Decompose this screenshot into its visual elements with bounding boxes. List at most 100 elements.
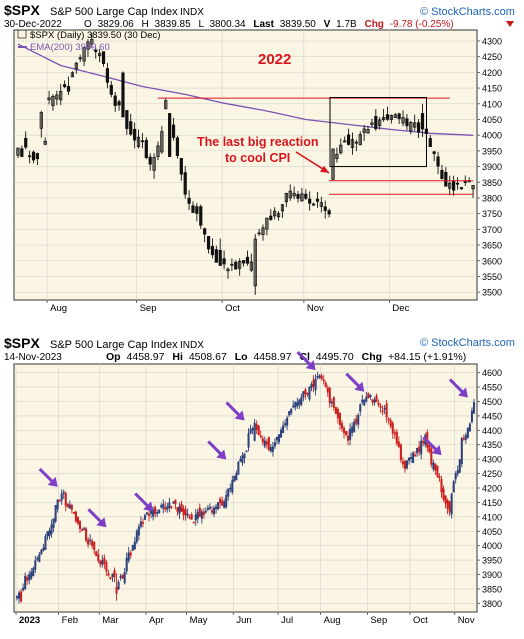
top-open-label: O <box>84 19 92 30</box>
candle-body <box>56 499 59 510</box>
candle-body <box>339 144 343 154</box>
candle-body <box>434 463 437 471</box>
candle-body <box>355 418 358 424</box>
candle-body <box>456 470 459 475</box>
candle-body <box>117 581 120 590</box>
candle-body <box>20 148 24 157</box>
y-tick-label: 3550 <box>482 272 502 282</box>
candle-body <box>286 417 289 426</box>
top-y-axis: 3500 3550 3600 3650 3700 3750 3800 3850 3900 3950… <box>477 36 502 298</box>
y-tick-label: 3750 <box>482 209 502 219</box>
y-tick-label: 3800 <box>482 193 502 203</box>
candle-body <box>436 156 440 167</box>
candle-body <box>292 192 296 197</box>
bottom-close-value: 4495.70 <box>316 351 354 363</box>
candle-body <box>182 508 185 515</box>
y-tick-label: 4400 <box>482 426 502 436</box>
y-tick-label: 3800 <box>482 599 502 609</box>
top-exchange: INDX <box>180 7 204 18</box>
candle-body <box>158 509 161 513</box>
candle-body <box>179 157 183 175</box>
candle-body <box>374 116 378 130</box>
y-tick-label: 4350 <box>482 440 502 450</box>
bottom-grid <box>14 364 477 612</box>
candle-body <box>273 442 276 447</box>
purple-arrow-head <box>216 449 227 460</box>
candle-body <box>204 510 207 513</box>
candle-body <box>378 119 382 126</box>
y-tick-label: 3900 <box>482 570 502 580</box>
candle-body <box>59 91 63 101</box>
candle-body <box>64 493 67 506</box>
candle-body <box>133 541 136 550</box>
y-tick-label: 3850 <box>482 178 502 188</box>
candle-body <box>44 536 47 550</box>
candle-body <box>350 139 355 148</box>
candle-body <box>135 530 138 543</box>
bottom-symbol: $SPX <box>4 335 40 351</box>
candle-body <box>273 210 277 217</box>
candle-body <box>113 570 116 578</box>
candle-body <box>261 227 265 236</box>
candle-body <box>168 502 171 509</box>
purple-arrow-head <box>143 501 154 512</box>
y-tick-label: 4500 <box>482 397 502 407</box>
candle-body <box>401 117 405 124</box>
candle-body <box>196 511 199 519</box>
candle-body <box>403 460 406 469</box>
candle-body <box>195 206 199 214</box>
candle-body <box>176 507 179 512</box>
candle-body <box>74 62 78 70</box>
candle-body <box>66 86 71 92</box>
candle-body <box>123 572 126 584</box>
candle-body <box>284 423 287 426</box>
candle-body <box>458 459 461 473</box>
candle-body <box>143 515 146 520</box>
candle-body <box>243 453 246 459</box>
candle-body <box>38 554 41 563</box>
x-tick-label: 2023 <box>19 615 40 626</box>
y-tick-label: 4150 <box>482 84 502 94</box>
top-last-value: 3839.50 <box>280 19 317 30</box>
candle-body <box>459 187 463 190</box>
top-ohlc-line: O 3829.06 H 3839.85 L 3800.34 Last 3839.… <box>84 19 454 30</box>
bottom-open-label: Op <box>106 351 121 363</box>
candle-body <box>318 375 321 378</box>
candle-body <box>70 504 73 510</box>
candle-body <box>35 153 39 160</box>
candle-body <box>353 421 356 432</box>
candle-body <box>251 428 254 431</box>
top-date: 30-Dec-2022 <box>4 19 62 30</box>
candle-body <box>186 513 189 516</box>
y-tick-label: 4000 <box>482 131 502 141</box>
top-legend: $SPX (Daily) 3839.50 (30 Dec) EMA(200) 3… <box>17 29 160 53</box>
candle-body <box>230 263 234 266</box>
bottom-change-label: Chg <box>362 351 382 363</box>
candle-body <box>267 436 270 451</box>
candle-body <box>191 205 195 213</box>
candle-body <box>206 236 211 250</box>
candle-body <box>462 437 465 440</box>
top-header: $SPX S&P 500 Large Cap Index INDX © Stoc… <box>4 2 515 30</box>
candle-body <box>292 405 295 408</box>
candle-body <box>436 465 439 477</box>
purple-arrow-head <box>234 410 245 421</box>
candle-body <box>324 382 327 388</box>
candle-body <box>86 41 90 50</box>
candle-body <box>97 554 100 562</box>
legend-price: $SPX (Daily) 3839.50 (30 Dec) <box>30 30 160 41</box>
candle-body <box>144 139 148 158</box>
candle-body <box>288 410 291 416</box>
candle-body <box>249 261 253 271</box>
candle-body <box>188 516 191 519</box>
candle-body <box>263 440 266 447</box>
candle-body <box>276 213 281 218</box>
annotation-line-2: to cool CPI <box>225 151 290 165</box>
candle-body <box>168 113 172 157</box>
candle-body <box>99 560 102 565</box>
candle-body <box>326 387 329 393</box>
candle-body <box>253 238 257 287</box>
top-low-label: L <box>198 19 204 30</box>
candle-body <box>284 192 288 203</box>
